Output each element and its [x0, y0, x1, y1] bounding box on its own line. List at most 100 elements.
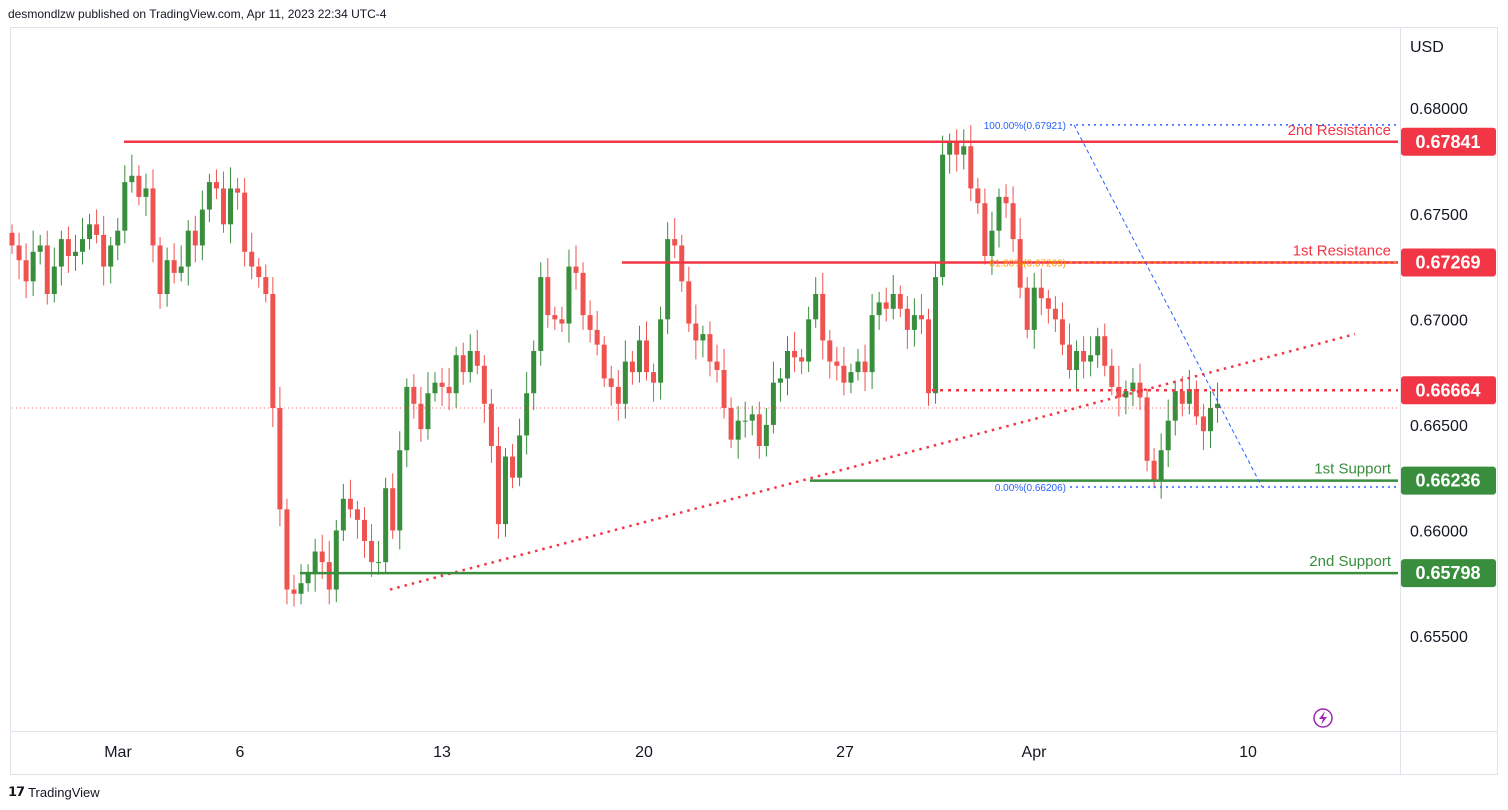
candle-body [460, 355, 466, 373]
candle-body [369, 541, 375, 563]
level-label: 1st Support [1314, 461, 1392, 478]
candle-body [926, 319, 931, 394]
candle-body [101, 234, 107, 267]
x-tick-label: Mar [104, 744, 132, 761]
candle [305, 564, 311, 592]
candle-body [608, 378, 614, 387]
candle [834, 346, 840, 381]
candle [961, 129, 967, 170]
candle-body [418, 403, 424, 430]
candle-body [298, 583, 304, 594]
candle [686, 266, 692, 332]
candle-body [827, 340, 833, 362]
candle-body [1052, 308, 1058, 320]
candle-body [481, 365, 487, 404]
candle [439, 367, 445, 406]
candle-body [890, 294, 896, 309]
replay-icon[interactable] [1313, 708, 1333, 728]
candle [390, 473, 396, 539]
candle [453, 346, 459, 408]
candle-body [1172, 391, 1178, 421]
candle-body [904, 308, 910, 330]
candle [228, 167, 234, 244]
candle [707, 321, 713, 377]
price-badge-bg [1401, 248, 1496, 277]
y-tick-label: 0.65500 [1410, 629, 1468, 646]
y-tick-label: 0.67500 [1410, 207, 1468, 224]
candle-body [1031, 287, 1037, 330]
candle [418, 386, 424, 442]
candle-body [651, 372, 657, 383]
candle [213, 169, 219, 199]
candle-body [1074, 351, 1080, 370]
candle [742, 401, 748, 438]
price-badge-label: 0.66236 [1415, 471, 1480, 491]
candle-body [213, 182, 219, 189]
candle-body [524, 393, 530, 436]
candle-body [1130, 382, 1136, 392]
y-tick-label: 0.66000 [1410, 523, 1468, 540]
candle [510, 443, 516, 489]
candle [333, 519, 339, 603]
publisher-caption: desmondlzw published on TradingView.com,… [8, 7, 387, 21]
candle-body [792, 351, 798, 358]
y-tick-label: 0.67000 [1410, 312, 1468, 329]
candle-body [968, 146, 974, 189]
candle-body [242, 192, 248, 252]
candle-body [72, 251, 78, 256]
candle [263, 264, 269, 303]
candle-body [728, 408, 734, 440]
candle [869, 294, 875, 389]
candle-body [1186, 389, 1192, 404]
candle [347, 479, 353, 518]
candle-body [453, 355, 459, 394]
candle-body [1123, 391, 1129, 398]
y-axis-ticks: 0.68000 0.67500 0.67000 0.66500 0.66000 0.655… [1410, 101, 1468, 646]
candle-body [869, 315, 875, 373]
candle [383, 477, 389, 573]
candle [756, 401, 762, 459]
candle [566, 249, 572, 343]
candle [72, 234, 78, 271]
x-tick-label: 10 [1239, 744, 1257, 761]
candle-body [474, 351, 480, 366]
candle-body [115, 230, 121, 246]
candle-body [192, 230, 198, 246]
candle [1165, 399, 1171, 468]
candle [587, 300, 593, 343]
candle-body [354, 509, 360, 520]
candle [1102, 323, 1108, 377]
candle-body [319, 551, 325, 563]
candle [397, 431, 403, 550]
candle-body [80, 239, 85, 252]
candle [799, 348, 805, 375]
candle [862, 344, 868, 392]
candle-body [333, 530, 339, 590]
candle-body [658, 319, 664, 383]
candle [376, 541, 382, 575]
candle [954, 129, 960, 172]
tradingview-logo-icon: 𝟭𝟳 [8, 784, 25, 799]
candle [820, 272, 826, 360]
candle [728, 397, 734, 449]
candle-body [178, 266, 184, 273]
level-label: 2nd Resistance [1288, 122, 1391, 139]
price-badge: 0.67269 [1401, 248, 1496, 277]
candle-body [284, 509, 290, 590]
price-badge-bg [1401, 559, 1496, 588]
candle [1031, 272, 1037, 349]
footer-brand[interactable]: TradingView [28, 784, 100, 800]
candle-body [820, 294, 826, 341]
candle [369, 524, 375, 577]
plot-frame [10, 27, 1498, 775]
candle [806, 306, 812, 373]
candle-body [383, 488, 389, 563]
candle-body [1059, 319, 1065, 345]
x-tick-label: Apr [1022, 744, 1048, 761]
candle-body [594, 329, 600, 345]
candle [1144, 389, 1150, 472]
candle [340, 484, 346, 541]
candle [573, 245, 579, 290]
candle [651, 363, 657, 402]
